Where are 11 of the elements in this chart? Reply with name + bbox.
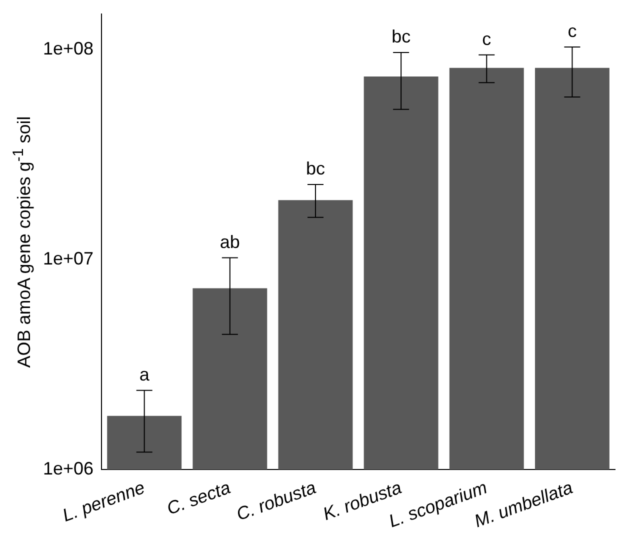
x-tick-label: C. robusta [234, 477, 319, 524]
annotation: c [482, 28, 492, 49]
y-tick-label: 1e+06 [42, 458, 94, 478]
y-tick-label: 1e+08 [42, 38, 94, 59]
x-tick-label: C. secta [164, 477, 233, 519]
annotation: a [139, 364, 150, 384]
annotation: ab [220, 232, 240, 252]
annotation: c [568, 21, 577, 42]
annotation: bc [392, 26, 411, 46]
annotation: bc [306, 158, 325, 178]
y-tick-label: 1e+07 [42, 248, 94, 269]
